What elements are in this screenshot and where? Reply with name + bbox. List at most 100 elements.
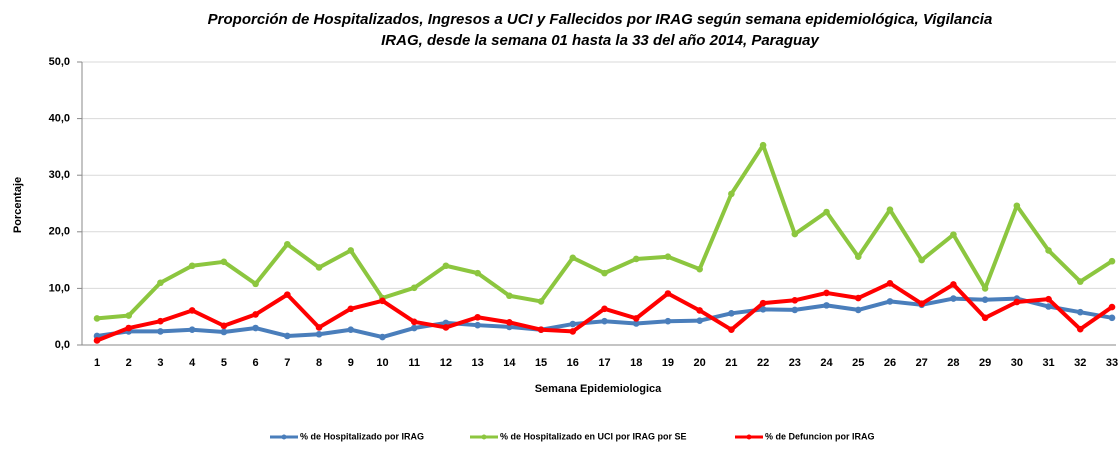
x-tick-label: 15 (535, 357, 547, 369)
x-tick-label: 33 (1106, 357, 1118, 369)
x-tick-label: 27 (916, 357, 928, 369)
point (442, 319, 450, 327)
point (157, 279, 164, 287)
point (664, 317, 672, 325)
point (981, 285, 989, 292)
point (918, 256, 925, 264)
x-tick-label: 31 (1042, 357, 1054, 369)
point (284, 240, 291, 248)
point (93, 332, 101, 340)
x-tick-label: 3 (157, 357, 163, 369)
point (410, 284, 418, 292)
legend-marker (746, 434, 752, 440)
point (157, 317, 164, 325)
point (474, 269, 481, 277)
x-tick-label: 12 (440, 357, 452, 369)
point (569, 328, 577, 335)
point (1108, 303, 1116, 311)
point (950, 295, 957, 302)
point (823, 208, 830, 216)
x-tick-label: 11 (408, 357, 420, 369)
point (696, 307, 703, 314)
point (315, 264, 323, 271)
point (188, 326, 196, 334)
point (188, 262, 196, 270)
point (854, 306, 862, 314)
legend-marker (481, 434, 487, 440)
point (284, 332, 291, 340)
x-tick-label: 32 (1074, 357, 1086, 369)
point (886, 280, 894, 287)
y-tick-label: 30,0 (49, 169, 70, 181)
point (1108, 314, 1116, 322)
legend-label: % de Hospitalizado en UCI por IRAG por S… (500, 431, 687, 441)
point (823, 289, 830, 297)
x-tick-label: 7 (284, 357, 290, 369)
x-tick-label: 17 (598, 357, 610, 369)
x-tick-label: 1 (94, 357, 100, 369)
x-tick-label: 14 (503, 357, 516, 369)
x-tick-label: 10 (376, 357, 388, 369)
x-tick-label: 30 (1011, 357, 1023, 369)
x-tick-label: 28 (947, 357, 959, 369)
x-tick-label: 9 (348, 357, 354, 369)
point (981, 314, 989, 322)
point (632, 315, 640, 322)
point (315, 330, 323, 338)
x-tick-label: 6 (253, 357, 259, 369)
point (506, 323, 513, 331)
x-tick-label: 13 (472, 357, 484, 369)
point (950, 231, 957, 238)
point (379, 297, 386, 305)
y-tick-label: 20,0 (49, 226, 70, 238)
x-tick-label: 29 (979, 357, 991, 369)
point (220, 322, 228, 330)
y-axis-label: Porcentaje (12, 177, 24, 233)
point (728, 310, 735, 317)
y-tick-label: 10,0 (49, 282, 70, 294)
point (347, 305, 355, 313)
point (791, 230, 799, 238)
point (823, 302, 830, 309)
x-tick-label: 4 (189, 357, 196, 369)
point (1013, 202, 1021, 210)
x-tick-label: 20 (694, 357, 706, 369)
chart-title: IRAG, desde la semana 01 hasta la 33 del… (381, 32, 819, 49)
x-tick-label: 19 (662, 357, 674, 369)
point (759, 306, 767, 313)
point (728, 190, 735, 198)
point (537, 326, 545, 334)
point (315, 324, 323, 331)
point (125, 324, 133, 332)
legend-label: % de Defuncion por IRAG (765, 431, 875, 441)
point (854, 253, 862, 261)
point (791, 306, 799, 314)
point (157, 328, 164, 335)
point (886, 206, 894, 214)
point (220, 258, 228, 266)
point (252, 324, 259, 332)
point (442, 324, 450, 331)
point (1045, 295, 1052, 303)
point (1076, 278, 1084, 285)
point (791, 296, 799, 304)
point (379, 333, 386, 341)
legend: % de Hospitalizado por IRAG % de Hospital… (270, 431, 875, 441)
point (759, 141, 767, 149)
legend-marker (281, 434, 287, 440)
x-tick-label: 22 (757, 357, 769, 369)
point (601, 317, 608, 325)
point (93, 315, 101, 322)
point (696, 265, 703, 273)
point (1076, 308, 1084, 316)
point (601, 269, 608, 277)
y-tick-label: 50,0 (49, 56, 70, 68)
point (1076, 325, 1084, 333)
y-tick-label: 40,0 (49, 113, 70, 125)
point (93, 337, 101, 344)
point (442, 262, 450, 270)
point (347, 326, 355, 334)
point (188, 307, 196, 314)
x-tick-label: 25 (852, 357, 864, 369)
